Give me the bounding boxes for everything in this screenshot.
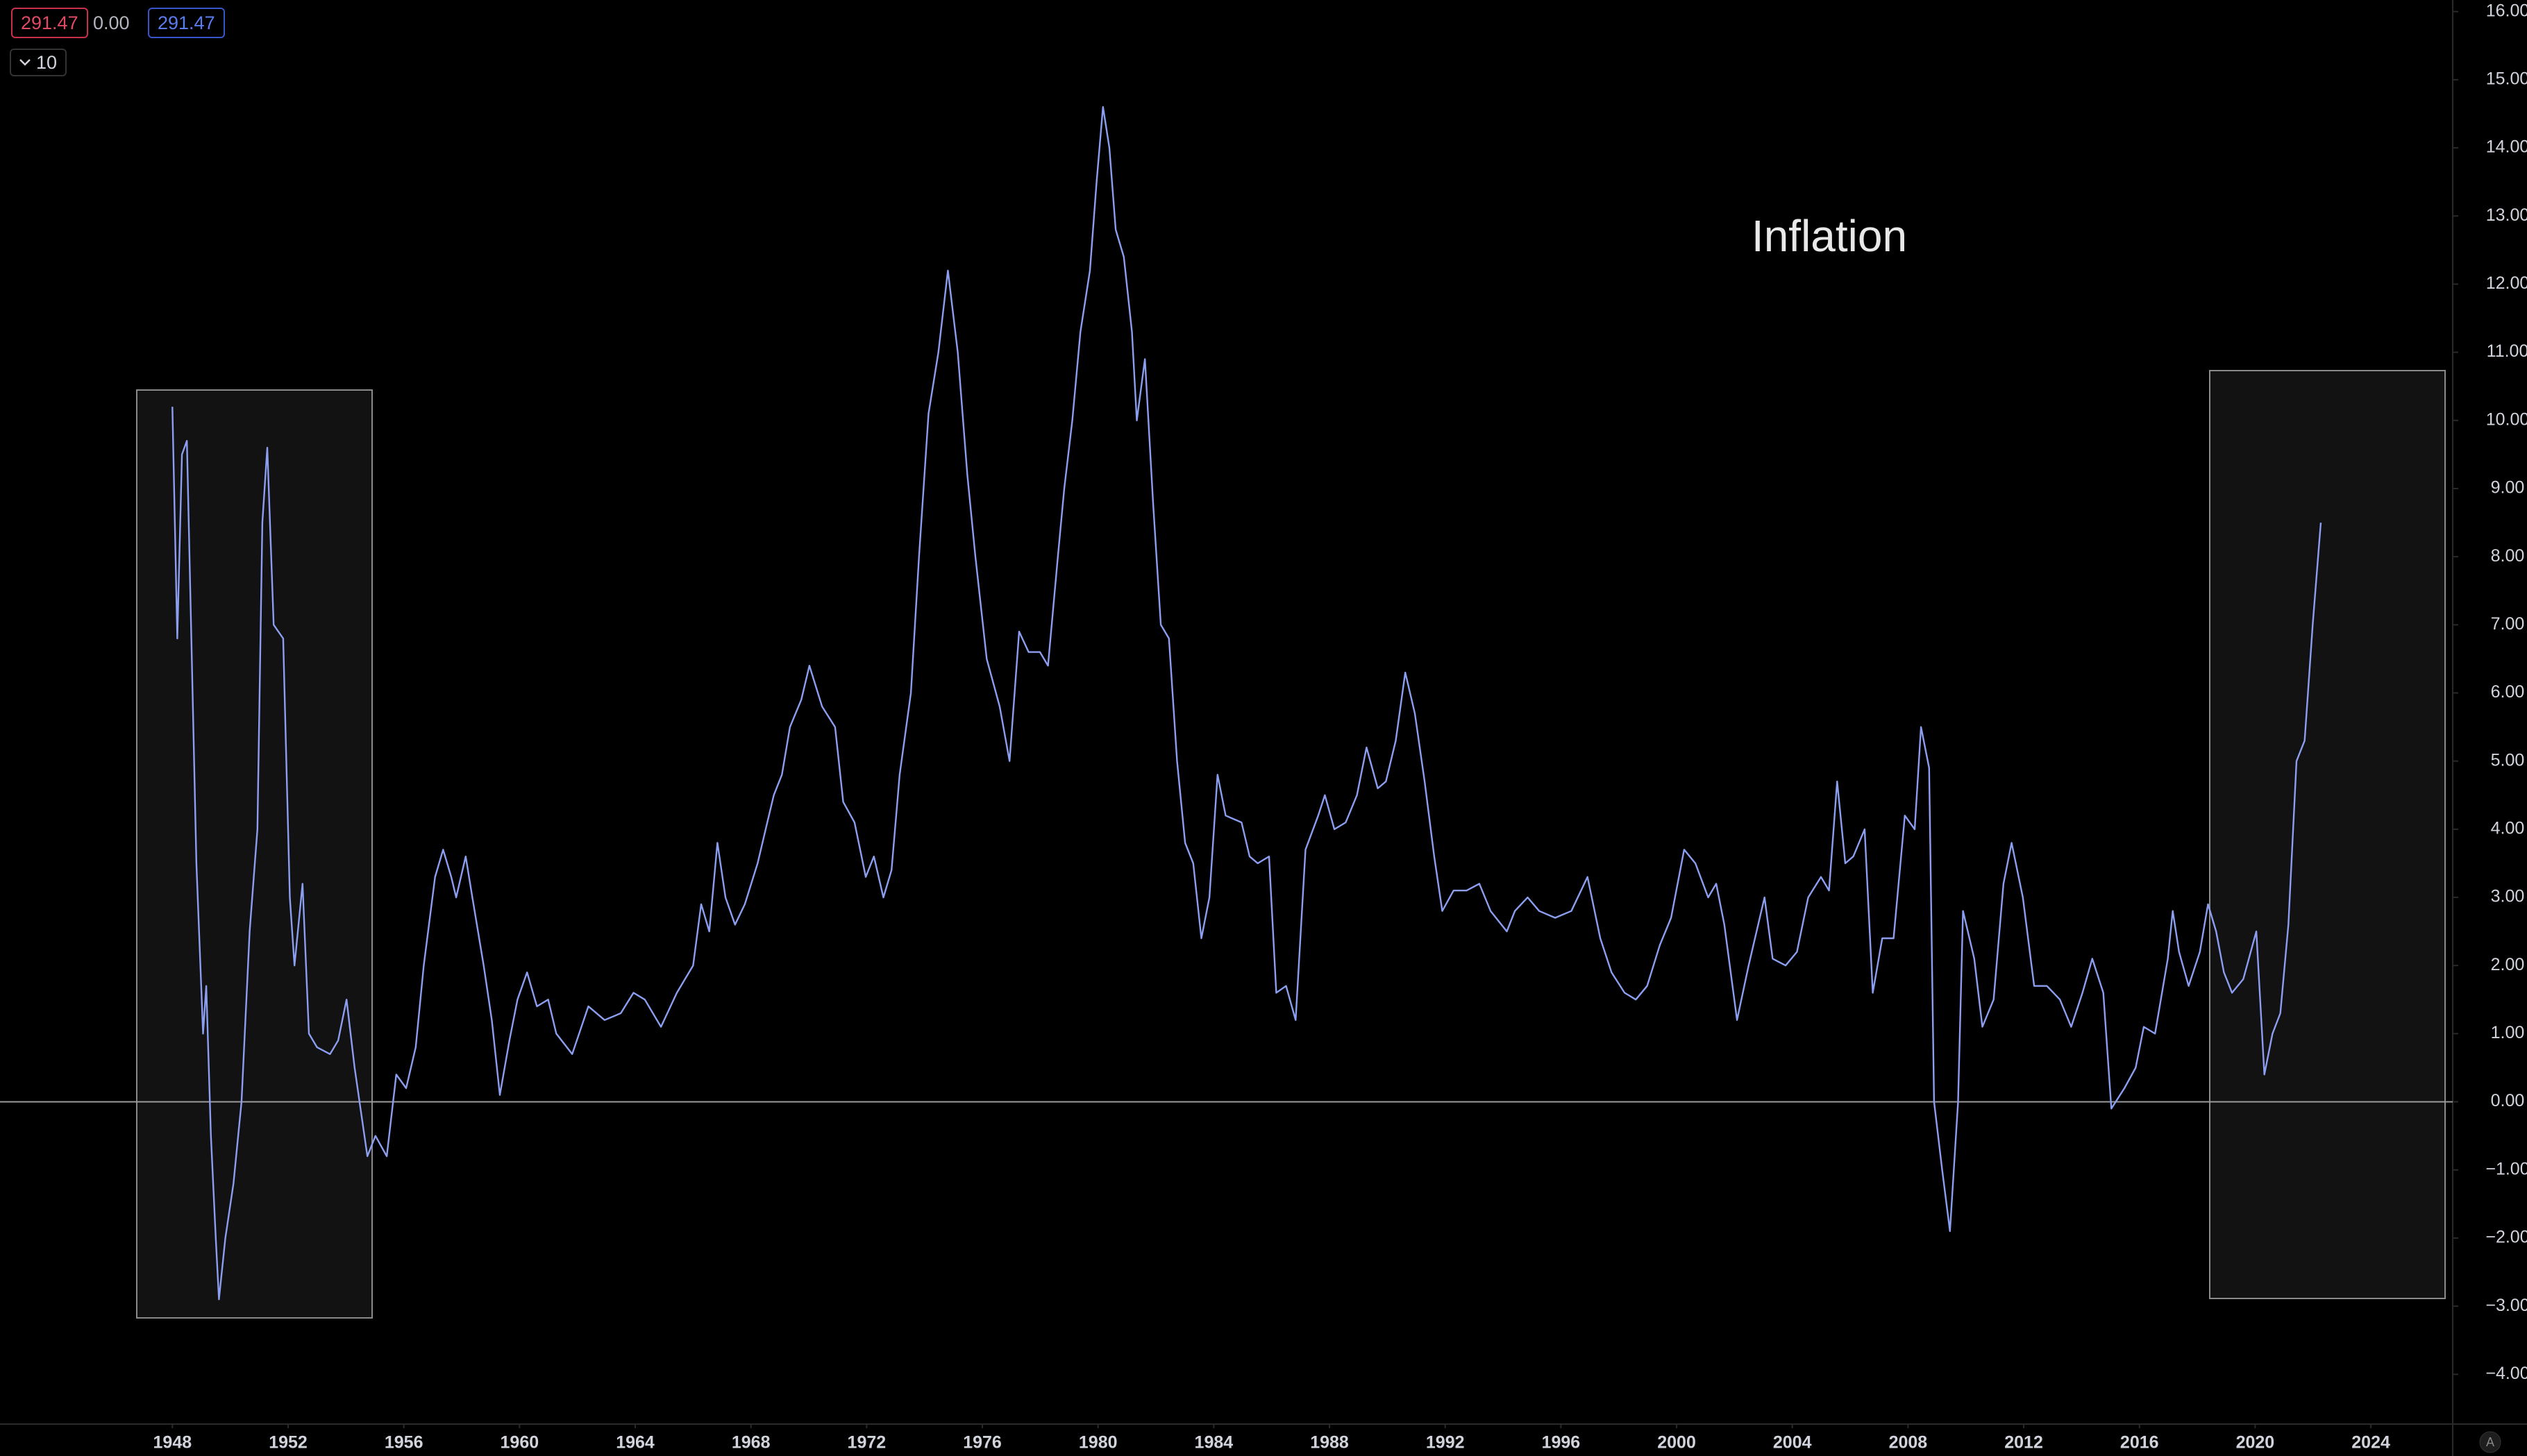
y-tick-label: 16.00 — [2486, 1, 2527, 20]
x-tick-label: 1948 — [153, 1433, 192, 1453]
scale-mode-label[interactable]: A — [2486, 1435, 2494, 1449]
y-tick-label: −3.00 — [2485, 1296, 2527, 1315]
x-tick-label: 2004 — [1773, 1433, 1812, 1453]
x-tick-label: 1964 — [616, 1433, 655, 1453]
x-tick-label: 2012 — [2004, 1433, 2043, 1453]
y-tick-label: 12.00 — [2486, 273, 2527, 293]
x-tick-label: 1996 — [1542, 1433, 1581, 1453]
y-tick-label: 14.00 — [2486, 137, 2527, 157]
x-tick-label: 1988 — [1310, 1433, 1349, 1453]
y-tick-label: −4.00 — [2485, 1364, 2527, 1383]
x-tick-label: 1956 — [385, 1433, 423, 1453]
highlight-box — [136, 389, 373, 1319]
price-badge: 291.47 — [11, 8, 88, 38]
y-tick-label: 9.00 — [2491, 478, 2525, 498]
x-tick-label: 2008 — [1889, 1433, 1928, 1453]
y-tick-label: 7.00 — [2491, 614, 2525, 634]
y-tick-label: 4.00 — [2491, 818, 2525, 838]
y-tick-label: 2.00 — [2491, 955, 2525, 974]
y-tick-label: 10.00 — [2486, 409, 2527, 429]
y-tick-label: 8.00 — [2491, 546, 2525, 566]
interval-button[interactable]: 10 — [10, 49, 67, 76]
price-change: 0.00 — [93, 12, 130, 33]
y-tick-label: 0.00 — [2491, 1091, 2525, 1110]
x-tick-label: 1972 — [848, 1433, 887, 1453]
x-tick-label: 1960 — [501, 1433, 539, 1453]
y-tick-label: 6.00 — [2491, 682, 2525, 702]
y-tick-label: −2.00 — [2485, 1228, 2527, 1247]
inflation-line — [171, 105, 2322, 1301]
y-tick-label: −1.00 — [2485, 1159, 2527, 1178]
x-tick-label: 1992 — [1426, 1433, 1465, 1453]
y-tick-label: 13.00 — [2486, 205, 2527, 225]
y-tick-label: 1.00 — [2491, 1023, 2525, 1042]
y-tick-label: 15.00 — [2486, 69, 2527, 88]
x-tick-label: 1968 — [732, 1433, 771, 1453]
scale-mode-button[interactable] — [2479, 1431, 2501, 1453]
x-tick-label: 2000 — [1657, 1433, 1696, 1453]
annotation: Inflation — [1752, 211, 1907, 261]
price-badge: 291.47 — [148, 8, 225, 38]
interval-label[interactable]: 10 — [36, 52, 58, 73]
y-tick-label: 5.00 — [2491, 750, 2525, 770]
x-tick-label: 1976 — [963, 1433, 1002, 1453]
x-tick-label: 2016 — [2120, 1433, 2159, 1453]
highlight-box — [2209, 370, 2446, 1299]
chevron-icon — [19, 59, 31, 66]
y-tick-label: 3.00 — [2491, 887, 2525, 906]
x-tick-label: 1984 — [1195, 1433, 1234, 1453]
x-tick-label: 2024 — [2351, 1433, 2390, 1453]
y-tick-label: 11.00 — [2487, 341, 2527, 361]
x-tick-label: 1952 — [269, 1433, 308, 1453]
x-tick-label: 2020 — [2236, 1433, 2275, 1453]
x-tick-label: 1980 — [1079, 1433, 1118, 1453]
